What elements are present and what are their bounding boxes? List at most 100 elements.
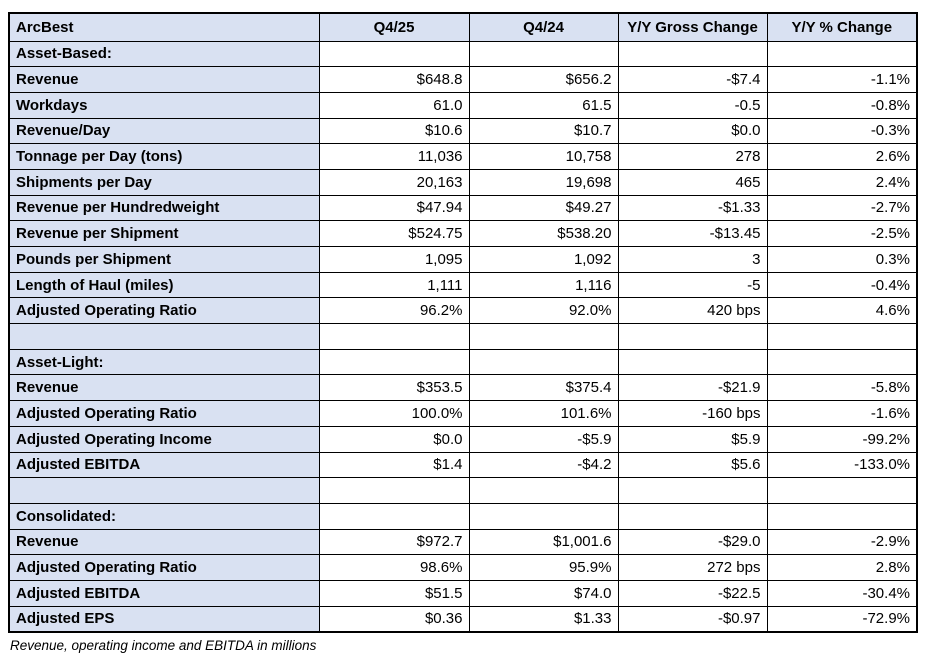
value-cell: 2.8% — [766, 554, 918, 581]
value-cell — [617, 323, 768, 350]
table-row: Revenue/Day $10.6 $10.7 $0.0 -0.3% — [8, 117, 918, 145]
value-cell — [468, 40, 619, 68]
row-label-cell: Revenue per Hundredweight — [8, 194, 320, 222]
value-cell — [318, 323, 470, 350]
value-cell: 61.5 — [468, 91, 619, 119]
value-cell: -$1.33 — [617, 194, 768, 222]
value-cell: $656.2 — [468, 66, 619, 93]
value-cell: 2.6% — [766, 143, 918, 170]
row-label-cell — [8, 323, 320, 350]
table-row: Shipments per Day 20,163 19,698 465 2.4% — [8, 168, 918, 196]
company-name-header: ArcBest — [8, 12, 320, 42]
value-cell: $538.20 — [468, 220, 619, 247]
value-cell: $47.94 — [318, 194, 470, 222]
value-cell: -2.7% — [766, 194, 918, 222]
value-cell: 1,092 — [468, 246, 619, 273]
value-cell: 2.4% — [766, 168, 918, 196]
row-label-cell: Adjusted EPS — [8, 605, 320, 633]
value-cell: $5.6 — [617, 451, 768, 479]
value-cell: 98.6% — [318, 554, 470, 581]
row-label-cell: Revenue — [8, 528, 320, 556]
section-row: Asset-Based: — [8, 40, 918, 68]
value-cell: $10.7 — [468, 117, 619, 145]
column-header-q4-24: Q4/24 — [468, 12, 619, 42]
table-row: Length of Haul (miles) 1,111 1,116 -5 -0.4% — [8, 271, 918, 299]
row-label-cell — [8, 477, 320, 504]
table-row: Adjusted EPS $0.36 $1.33 -$0.97 -72.9% — [8, 605, 918, 633]
financial-comparison-table: ArcBest Q4/25 Q4/24 Y/Y Gross Change Y/Y… — [8, 12, 918, 633]
row-label-cell: Adjusted EBITDA — [8, 579, 320, 607]
table-row: Adjusted Operating Ratio 100.0% 101.6% -160… — [8, 400, 918, 427]
value-cell: 465 — [617, 168, 768, 196]
table-row: Revenue $648.8 $656.2 -$7.4 -1.1% — [8, 66, 918, 93]
value-cell: 61.0 — [318, 91, 470, 119]
value-cell — [766, 502, 918, 530]
value-cell — [766, 323, 918, 350]
value-cell — [617, 477, 768, 504]
value-cell: -$21.9 — [617, 374, 768, 402]
row-label-cell: Workdays — [8, 91, 320, 119]
value-cell: 4.6% — [766, 297, 918, 325]
value-cell: 420 bps — [617, 297, 768, 325]
header-row: ArcBest Q4/25 Q4/24 Y/Y Gross Change Y/Y… — [8, 12, 918, 42]
spacer-row — [8, 323, 918, 350]
value-cell: 96.2% — [318, 297, 470, 325]
value-cell — [318, 40, 470, 68]
row-label-cell: Revenue — [8, 66, 320, 93]
value-cell: 272 bps — [617, 554, 768, 581]
value-cell: 3 — [617, 246, 768, 273]
value-cell: 278 — [617, 143, 768, 170]
table-row: Workdays 61.0 61.5 -0.5 -0.8% — [8, 91, 918, 119]
value-cell: 1,095 — [318, 246, 470, 273]
value-cell: -$0.97 — [617, 605, 768, 633]
value-cell: -$4.2 — [468, 451, 619, 479]
row-label-cell: Adjusted Operating Ratio — [8, 297, 320, 325]
footnote: Revenue, operating income and EBITDA in … — [10, 638, 317, 653]
value-cell: -1.6% — [766, 400, 918, 427]
table-row: Revenue $972.7 $1,001.6 -$29.0 -2.9% — [8, 528, 918, 556]
value-cell: $51.5 — [318, 579, 470, 607]
value-cell: -99.2% — [766, 425, 918, 453]
value-cell: $0.0 — [617, 117, 768, 145]
table-row: Revenue per Hundredweight $47.94 $49.27 -$1… — [8, 194, 918, 222]
row-label-cell: Adjusted Operating Ratio — [8, 554, 320, 581]
value-cell — [617, 502, 768, 530]
section-row: Consolidated: — [8, 502, 918, 530]
value-cell: $1.33 — [468, 605, 619, 633]
value-cell: -30.4% — [766, 579, 918, 607]
section-label-cell: Asset-Light: — [8, 348, 320, 376]
table-row: Adjusted Operating Ratio 98.6% 95.9% 272 bp… — [8, 554, 918, 581]
value-cell: -1.1% — [766, 66, 918, 93]
value-cell: $972.7 — [318, 528, 470, 556]
row-label-cell: Revenue — [8, 374, 320, 402]
row-label-cell: Adjusted EBITDA — [8, 451, 320, 479]
value-cell: $0.0 — [318, 425, 470, 453]
row-label-cell: Revenue/Day — [8, 117, 320, 145]
column-header-yy-pct-change: Y/Y % Change — [766, 12, 918, 42]
value-cell: -133.0% — [766, 451, 918, 479]
value-cell: -0.4% — [766, 271, 918, 299]
value-cell: $353.5 — [318, 374, 470, 402]
value-cell: $375.4 — [468, 374, 619, 402]
value-cell: -2.9% — [766, 528, 918, 556]
value-cell — [468, 323, 619, 350]
value-cell — [468, 477, 619, 504]
value-cell: -$5.9 — [468, 425, 619, 453]
table-row: Adjusted EBITDA $51.5 $74.0 -$22.5 -30.4% — [8, 579, 918, 607]
table-row: Tonnage per Day (tons) 11,036 10,758 278 2.6… — [8, 143, 918, 170]
value-cell: 11,036 — [318, 143, 470, 170]
table-body: Asset-Based: Revenue $648.8 $656.2 -$7.4 -1.1… — [8, 40, 918, 633]
row-label-cell: Shipments per Day — [8, 168, 320, 196]
value-cell — [617, 348, 768, 376]
value-cell — [318, 348, 470, 376]
value-cell: $648.8 — [318, 66, 470, 93]
value-cell: $524.75 — [318, 220, 470, 247]
table-row: Pounds per Shipment 1,095 1,092 3 0.3% — [8, 246, 918, 273]
value-cell — [468, 502, 619, 530]
value-cell: -$13.45 — [617, 220, 768, 247]
value-cell: -$22.5 — [617, 579, 768, 607]
table-row: Adjusted Operating Ratio 96.2% 92.0% 420 bp… — [8, 297, 918, 325]
value-cell: 1,116 — [468, 271, 619, 299]
value-cell: 95.9% — [468, 554, 619, 581]
table-row: Revenue $353.5 $375.4 -$21.9 -5.8% — [8, 374, 918, 402]
